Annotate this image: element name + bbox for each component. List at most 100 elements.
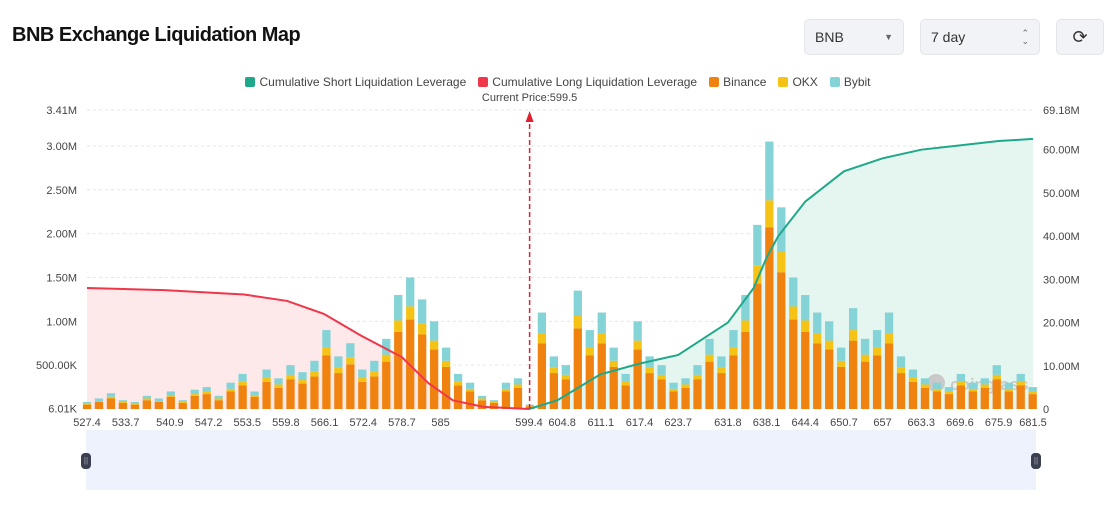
- bar-binance: [214, 400, 223, 409]
- x-tick-label: 553.5: [233, 417, 261, 429]
- bar-bybit: [693, 365, 702, 375]
- bar-binance: [298, 383, 307, 409]
- bar-okx: [370, 371, 379, 377]
- bar-binance: [753, 283, 762, 409]
- bar-bybit: [489, 400, 499, 402]
- bar-okx: [801, 320, 810, 332]
- bar-bybit: [334, 356, 343, 368]
- x-tick-label: 675.9: [985, 417, 1013, 429]
- x-tick-label: 604.8: [548, 417, 576, 429]
- legend-item-binance[interactable]: Binance: [709, 75, 766, 89]
- legend-label: Binance: [723, 75, 767, 89]
- bar-okx: [848, 330, 858, 341]
- bar-binance: [825, 349, 834, 409]
- bar-okx: [82, 403, 92, 405]
- bar-okx: [166, 394, 175, 397]
- bar-binance: [274, 387, 283, 409]
- bar-okx: [705, 354, 714, 362]
- refresh-icon: ⟳: [1072, 26, 1088, 47]
- x-tick-label: 663.3: [908, 417, 936, 429]
- bar-bybit: [106, 393, 116, 397]
- legend-item-long[interactable]: Cumulative Long Liquidation Leverage: [478, 75, 697, 89]
- legend-item-bybit[interactable]: Bybit: [829, 75, 871, 89]
- bar-bybit: [322, 330, 331, 348]
- bar-binance: [1004, 391, 1013, 409]
- bar-okx: [453, 381, 463, 386]
- bar-bybit: [1028, 387, 1037, 392]
- bar-bybit: [250, 391, 259, 395]
- zoom-handle-left[interactable]: ||: [81, 453, 91, 469]
- bar-bybit: [956, 373, 966, 382]
- bar-binance: [441, 366, 451, 409]
- bar-bybit: [860, 338, 870, 355]
- x-tick-label: 631.8: [714, 417, 742, 429]
- bar-binance: [394, 331, 403, 409]
- data-zoom-slider[interactable]: [86, 430, 1036, 490]
- bar-bybit: [573, 290, 582, 317]
- x-tick-label: 650.7: [830, 417, 858, 429]
- x-tick-label: 669.6: [946, 417, 974, 429]
- coin-select[interactable]: BNB ▼: [804, 19, 904, 55]
- bar-binance: [657, 379, 666, 409]
- bar-okx: [837, 360, 846, 367]
- bar-bybit: [274, 378, 283, 385]
- bar-bybit: [214, 395, 223, 399]
- bar-bybit: [178, 400, 187, 402]
- bar-okx: [621, 381, 630, 386]
- bar-bybit: [992, 365, 1001, 375]
- bar-binance: [250, 396, 259, 409]
- legend-item-short[interactable]: Cumulative Short Liquidation Leverage: [245, 75, 466, 89]
- bar-binance: [477, 400, 487, 409]
- bar-okx: [418, 323, 427, 335]
- x-tick-label: 638.1: [753, 417, 781, 429]
- bar-bybit: [789, 277, 798, 307]
- bar-binance: [573, 328, 582, 409]
- x-tick-label: 527.4: [73, 417, 101, 429]
- legend-item-okx[interactable]: OKX: [778, 75, 818, 89]
- y-right-tick-label: 60.00M: [1043, 145, 1080, 157]
- bar-binance: [202, 394, 211, 409]
- bar-bybit: [813, 312, 822, 334]
- bar-okx: [573, 316, 582, 329]
- x-tick-label: 547.2: [195, 417, 223, 429]
- bar-okx: [944, 391, 954, 395]
- bar-bybit: [908, 369, 918, 378]
- bar-binance: [741, 331, 750, 409]
- legend-swatch: [245, 77, 256, 87]
- bar-okx: [322, 347, 331, 356]
- bar-okx: [394, 320, 403, 332]
- bar-bybit: [166, 391, 175, 395]
- bar-binance: [765, 227, 774, 409]
- bar-binance: [932, 391, 942, 409]
- bar-okx: [932, 388, 942, 392]
- refresh-button[interactable]: ⟳: [1056, 19, 1104, 55]
- y-right-tick-label: 50.00M: [1043, 188, 1080, 200]
- bar-okx: [561, 374, 570, 380]
- cumulative-short-line: [528, 137, 1034, 410]
- bar-binance: [334, 373, 343, 409]
- bar-bybit: [609, 347, 618, 361]
- bar-binance: [813, 343, 822, 409]
- bar-bybit: [154, 398, 163, 402]
- cumulative-long-line: [86, 286, 530, 410]
- bar-okx: [477, 398, 487, 401]
- bar-binance: [142, 400, 151, 409]
- bar-okx: [657, 374, 666, 380]
- y-right-tick-label: 20.00M: [1043, 318, 1080, 330]
- period-select[interactable]: 7 day ⌃ ⌄: [920, 19, 1040, 55]
- bar-okx: [872, 347, 882, 356]
- bar-okx: [908, 377, 918, 382]
- bar-binance: [382, 361, 391, 409]
- zoom-handle-right[interactable]: ||: [1031, 453, 1041, 469]
- x-tick-label: 566.1: [311, 417, 339, 429]
- bar-binance: [669, 391, 678, 409]
- bar-okx: [681, 384, 690, 388]
- bar-bybit: [837, 347, 846, 361]
- y-right-tick-label: 10.00M: [1043, 361, 1080, 373]
- x-tick-label: 559.8: [272, 417, 300, 429]
- bar-binance: [848, 340, 858, 409]
- bar-binance: [609, 366, 618, 409]
- bar-okx: [884, 333, 894, 344]
- bar-bybit: [765, 141, 774, 201]
- bar-okx: [178, 401, 187, 403]
